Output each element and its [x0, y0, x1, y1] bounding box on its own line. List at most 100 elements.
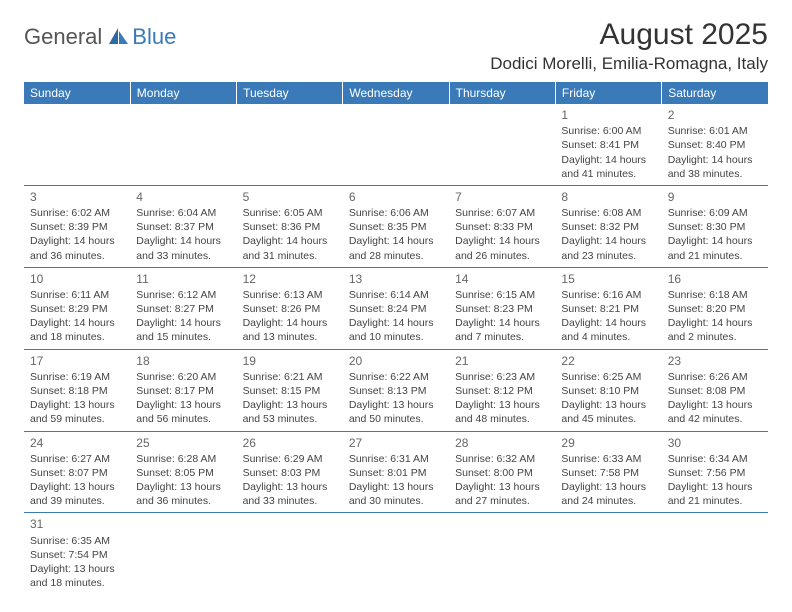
daylight-text: and 36 minutes.	[30, 249, 124, 263]
sunrise-text: Sunrise: 6:07 AM	[455, 206, 549, 220]
day-number: 18	[136, 353, 230, 369]
sunset-text: Sunset: 8:27 PM	[136, 302, 230, 316]
weekday-header: Saturday	[662, 82, 768, 104]
sunrise-text: Sunrise: 6:33 AM	[561, 452, 655, 466]
calendar-cell: 26Sunrise: 6:29 AMSunset: 8:03 PMDayligh…	[237, 431, 343, 513]
sunset-text: Sunset: 8:29 PM	[30, 302, 124, 316]
calendar-row: 3Sunrise: 6:02 AMSunset: 8:39 PMDaylight…	[24, 185, 768, 267]
day-number: 2	[668, 107, 762, 123]
sunrise-text: Sunrise: 6:26 AM	[668, 370, 762, 384]
title-block: August 2025 Dodici Morelli, Emilia-Romag…	[490, 18, 768, 74]
calendar-cell: 6Sunrise: 6:06 AMSunset: 8:35 PMDaylight…	[343, 185, 449, 267]
sunrise-text: Sunrise: 6:31 AM	[349, 452, 443, 466]
daylight-text: Daylight: 13 hours	[349, 398, 443, 412]
day-number: 9	[668, 189, 762, 205]
sunset-text: Sunset: 8:41 PM	[561, 138, 655, 152]
sunrise-text: Sunrise: 6:21 AM	[243, 370, 337, 384]
day-number: 21	[455, 353, 549, 369]
day-number: 13	[349, 271, 443, 287]
sunset-text: Sunset: 8:13 PM	[349, 384, 443, 398]
daylight-text: Daylight: 14 hours	[455, 234, 549, 248]
sunrise-text: Sunrise: 6:00 AM	[561, 124, 655, 138]
calendar-cell	[24, 104, 130, 185]
daylight-text: Daylight: 14 hours	[668, 153, 762, 167]
daylight-text: and 13 minutes.	[243, 330, 337, 344]
calendar-cell: 30Sunrise: 6:34 AMSunset: 7:56 PMDayligh…	[662, 431, 768, 513]
sunrise-text: Sunrise: 6:12 AM	[136, 288, 230, 302]
calendar-cell: 10Sunrise: 6:11 AMSunset: 8:29 PMDayligh…	[24, 267, 130, 349]
daylight-text: Daylight: 14 hours	[243, 234, 337, 248]
day-number: 26	[243, 435, 337, 451]
daylight-text: and 21 minutes.	[668, 249, 762, 263]
daylight-text: and 53 minutes.	[243, 412, 337, 426]
day-number: 12	[243, 271, 337, 287]
daylight-text: Daylight: 14 hours	[136, 316, 230, 330]
sunset-text: Sunset: 8:07 PM	[30, 466, 124, 480]
daylight-text: Daylight: 14 hours	[30, 234, 124, 248]
calendar-cell: 8Sunrise: 6:08 AMSunset: 8:32 PMDaylight…	[555, 185, 661, 267]
calendar-cell: 13Sunrise: 6:14 AMSunset: 8:24 PMDayligh…	[343, 267, 449, 349]
calendar-row: 10Sunrise: 6:11 AMSunset: 8:29 PMDayligh…	[24, 267, 768, 349]
calendar-cell: 28Sunrise: 6:32 AMSunset: 8:00 PMDayligh…	[449, 431, 555, 513]
day-number: 15	[561, 271, 655, 287]
day-number: 14	[455, 271, 549, 287]
sunrise-text: Sunrise: 6:08 AM	[561, 206, 655, 220]
daylight-text: and 38 minutes.	[668, 167, 762, 181]
sunset-text: Sunset: 8:05 PM	[136, 466, 230, 480]
calendar-cell: 17Sunrise: 6:19 AMSunset: 8:18 PMDayligh…	[24, 349, 130, 431]
sunset-text: Sunset: 8:03 PM	[243, 466, 337, 480]
daylight-text: Daylight: 14 hours	[668, 316, 762, 330]
sunrise-text: Sunrise: 6:02 AM	[30, 206, 124, 220]
daylight-text: Daylight: 13 hours	[243, 398, 337, 412]
daylight-text: and 45 minutes.	[561, 412, 655, 426]
page-title: August 2025	[490, 18, 768, 52]
daylight-text: Daylight: 14 hours	[668, 234, 762, 248]
calendar-cell: 9Sunrise: 6:09 AMSunset: 8:30 PMDaylight…	[662, 185, 768, 267]
calendar-cell	[449, 104, 555, 185]
daylight-text: and 59 minutes.	[30, 412, 124, 426]
calendar-cell: 4Sunrise: 6:04 AMSunset: 8:37 PMDaylight…	[130, 185, 236, 267]
calendar-cell: 27Sunrise: 6:31 AMSunset: 8:01 PMDayligh…	[343, 431, 449, 513]
calendar-cell	[662, 513, 768, 594]
calendar-cell: 23Sunrise: 6:26 AMSunset: 8:08 PMDayligh…	[662, 349, 768, 431]
daylight-text: and 21 minutes.	[668, 494, 762, 508]
sunrise-text: Sunrise: 6:09 AM	[668, 206, 762, 220]
sunrise-text: Sunrise: 6:27 AM	[30, 452, 124, 466]
sunrise-text: Sunrise: 6:04 AM	[136, 206, 230, 220]
sunrise-text: Sunrise: 6:22 AM	[349, 370, 443, 384]
day-number: 23	[668, 353, 762, 369]
sunset-text: Sunset: 8:36 PM	[243, 220, 337, 234]
sunrise-text: Sunrise: 6:28 AM	[136, 452, 230, 466]
daylight-text: and 2 minutes.	[668, 330, 762, 344]
sunset-text: Sunset: 8:30 PM	[668, 220, 762, 234]
calendar-cell: 3Sunrise: 6:02 AMSunset: 8:39 PMDaylight…	[24, 185, 130, 267]
sunrise-text: Sunrise: 6:34 AM	[668, 452, 762, 466]
daylight-text: Daylight: 14 hours	[349, 316, 443, 330]
calendar-cell: 18Sunrise: 6:20 AMSunset: 8:17 PMDayligh…	[130, 349, 236, 431]
daylight-text: Daylight: 14 hours	[561, 316, 655, 330]
calendar-cell	[555, 513, 661, 594]
day-number: 11	[136, 271, 230, 287]
daylight-text: Daylight: 13 hours	[136, 398, 230, 412]
day-number: 5	[243, 189, 337, 205]
daylight-text: and 48 minutes.	[455, 412, 549, 426]
daylight-text: Daylight: 13 hours	[136, 480, 230, 494]
weekday-header: Friday	[555, 82, 661, 104]
daylight-text: Daylight: 13 hours	[30, 562, 124, 576]
day-number: 3	[30, 189, 124, 205]
sunset-text: Sunset: 8:20 PM	[668, 302, 762, 316]
calendar-cell: 20Sunrise: 6:22 AMSunset: 8:13 PMDayligh…	[343, 349, 449, 431]
daylight-text: Daylight: 13 hours	[455, 398, 549, 412]
logo-text-general: General	[24, 24, 102, 50]
sunset-text: Sunset: 8:24 PM	[349, 302, 443, 316]
sunset-text: Sunset: 8:33 PM	[455, 220, 549, 234]
weekday-header: Monday	[130, 82, 236, 104]
daylight-text: Daylight: 13 hours	[30, 398, 124, 412]
calendar-cell: 21Sunrise: 6:23 AMSunset: 8:12 PMDayligh…	[449, 349, 555, 431]
calendar-cell	[343, 104, 449, 185]
weekday-header: Wednesday	[343, 82, 449, 104]
daylight-text: Daylight: 13 hours	[243, 480, 337, 494]
daylight-text: Daylight: 14 hours	[30, 316, 124, 330]
daylight-text: and 41 minutes.	[561, 167, 655, 181]
day-number: 10	[30, 271, 124, 287]
